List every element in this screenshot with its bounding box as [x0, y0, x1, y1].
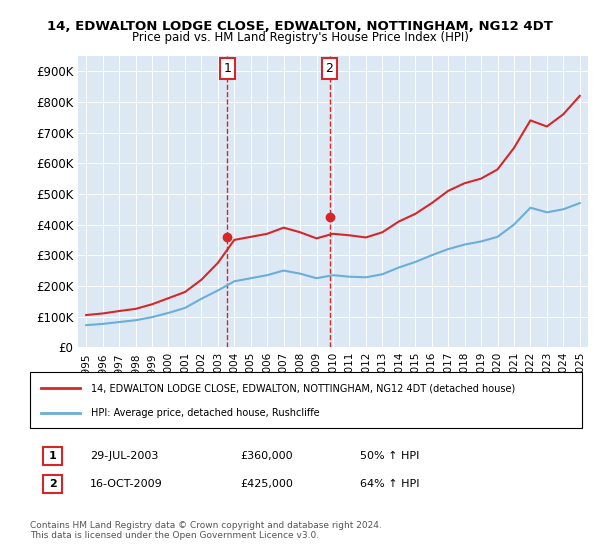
Text: 14, EDWALTON LODGE CLOSE, EDWALTON, NOTTINGHAM, NG12 4DT (detached house): 14, EDWALTON LODGE CLOSE, EDWALTON, NOTT…: [91, 383, 515, 393]
Text: 2: 2: [49, 479, 56, 489]
Text: Contains HM Land Registry data © Crown copyright and database right 2024.
This d: Contains HM Land Registry data © Crown c…: [30, 521, 382, 540]
Text: 1: 1: [49, 451, 56, 461]
Text: Price paid vs. HM Land Registry's House Price Index (HPI): Price paid vs. HM Land Registry's House …: [131, 31, 469, 44]
FancyBboxPatch shape: [43, 447, 62, 465]
Text: £425,000: £425,000: [240, 479, 293, 489]
FancyBboxPatch shape: [43, 475, 62, 493]
Text: HPI: Average price, detached house, Rushcliffe: HPI: Average price, detached house, Rush…: [91, 408, 319, 418]
Text: 14, EDWALTON LODGE CLOSE, EDWALTON, NOTTINGHAM, NG12 4DT: 14, EDWALTON LODGE CLOSE, EDWALTON, NOTT…: [47, 20, 553, 32]
Text: 2: 2: [326, 62, 334, 75]
Text: 64% ↑ HPI: 64% ↑ HPI: [360, 479, 419, 489]
FancyBboxPatch shape: [30, 372, 582, 428]
Text: 1: 1: [223, 62, 231, 75]
Text: 50% ↑ HPI: 50% ↑ HPI: [360, 451, 419, 461]
Text: £360,000: £360,000: [240, 451, 293, 461]
Text: 29-JUL-2003: 29-JUL-2003: [90, 451, 158, 461]
Text: 16-OCT-2009: 16-OCT-2009: [90, 479, 163, 489]
